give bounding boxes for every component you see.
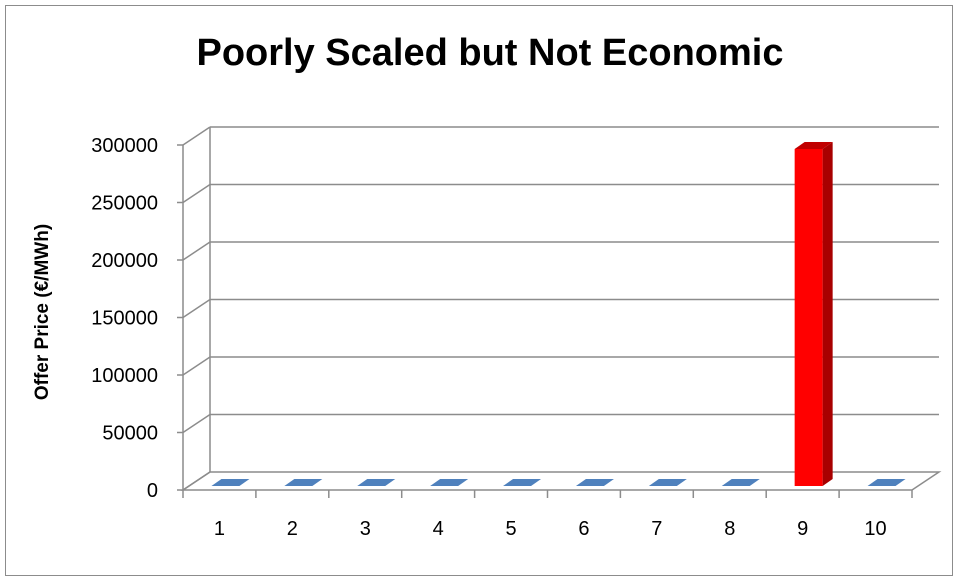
bar-5 [503, 479, 542, 486]
bar-10 [867, 479, 906, 486]
bar-7 [648, 479, 687, 486]
x-tick-label: 3 [360, 518, 371, 540]
bar-flat [503, 479, 542, 486]
gridline-diagonal [182, 471, 211, 491]
x-tick-label: 2 [287, 518, 298, 540]
x-tick-label: 1 [214, 518, 225, 540]
x-tick-label: 10 [864, 518, 886, 540]
x-tick-label: 4 [433, 518, 444, 540]
bar-flat [284, 479, 323, 486]
bar-flat [867, 479, 906, 486]
y-axis-ticks: 0 50000 100000 150000 200000 250000 300000 [91, 135, 183, 502]
bar-8 [721, 479, 760, 486]
x-tick-label: 6 [578, 518, 589, 540]
gridline-diagonal [182, 183, 211, 204]
gridline-diagonal [182, 356, 211, 376]
bar-flat [430, 479, 469, 486]
bar-2 [284, 479, 323, 486]
bar-top [794, 142, 833, 149]
y-tick-label: 150000 [91, 308, 158, 330]
y-tick-label: 100000 [91, 365, 158, 387]
x-axis-ticks: 1 2 3 4 5 6 7 8 9 10 [182, 490, 913, 540]
bar-side [822, 142, 833, 486]
x-tick-label: 5 [505, 518, 516, 540]
y-tick-label: 300000 [91, 135, 158, 157]
bar-9 [794, 142, 833, 486]
bar-flat [211, 479, 250, 486]
gridline-diagonal [182, 298, 211, 319]
bar-6 [575, 479, 614, 486]
bar-flat [721, 479, 760, 486]
bar-3 [357, 479, 396, 486]
bar-flat [575, 479, 614, 486]
bar-flat [357, 479, 396, 486]
bar-1 [211, 479, 250, 486]
y-tick-label: 200000 [91, 250, 158, 272]
bar-flat [648, 479, 687, 486]
x-tick-label: 7 [651, 518, 662, 540]
y-tick-label: 250000 [91, 193, 158, 215]
bar-4 [430, 479, 469, 486]
x-tick-label: 9 [797, 518, 808, 540]
x-tick-label: 8 [724, 518, 735, 540]
y-tick-label: 50000 [102, 423, 158, 445]
gridline-diagonal [182, 126, 211, 146]
y-tick-label: 0 [147, 480, 158, 502]
bars [211, 142, 906, 486]
bar-front [794, 149, 823, 486]
gridline-diagonal [182, 241, 211, 261]
gridline-diagonal [182, 413, 211, 434]
chart-title: Poorly Scaled but Not Economic [196, 32, 784, 74]
